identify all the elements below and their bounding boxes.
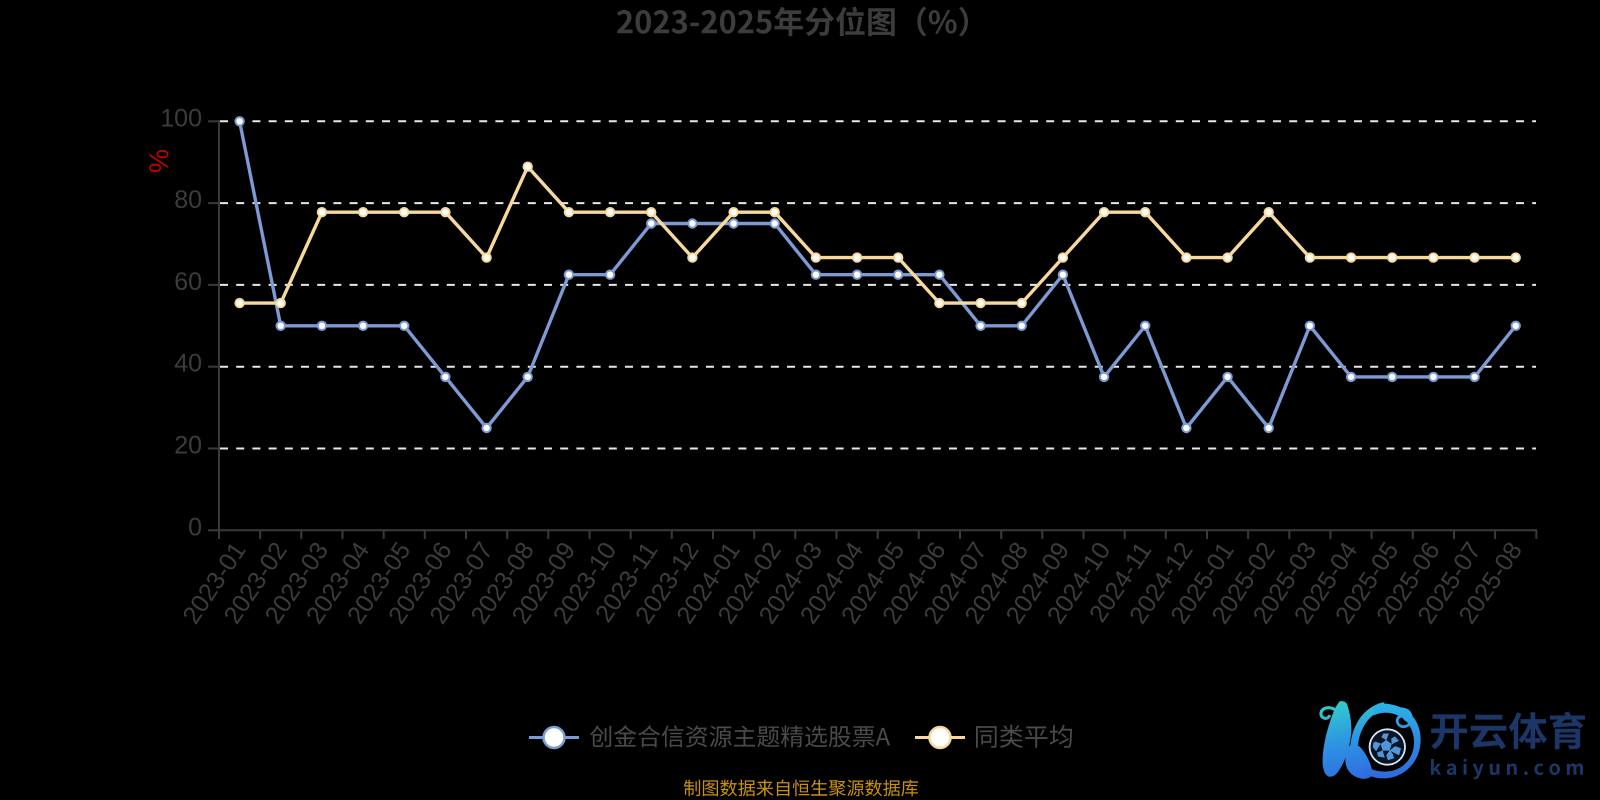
svg-text:100: 100	[160, 104, 202, 132]
svg-text:%: %	[143, 149, 173, 173]
svg-text:60: 60	[174, 268, 202, 296]
svg-text:20: 20	[174, 432, 202, 460]
svg-text:40: 40	[174, 350, 202, 378]
svg-text:0: 0	[188, 513, 202, 541]
svg-text:80: 80	[174, 186, 202, 214]
